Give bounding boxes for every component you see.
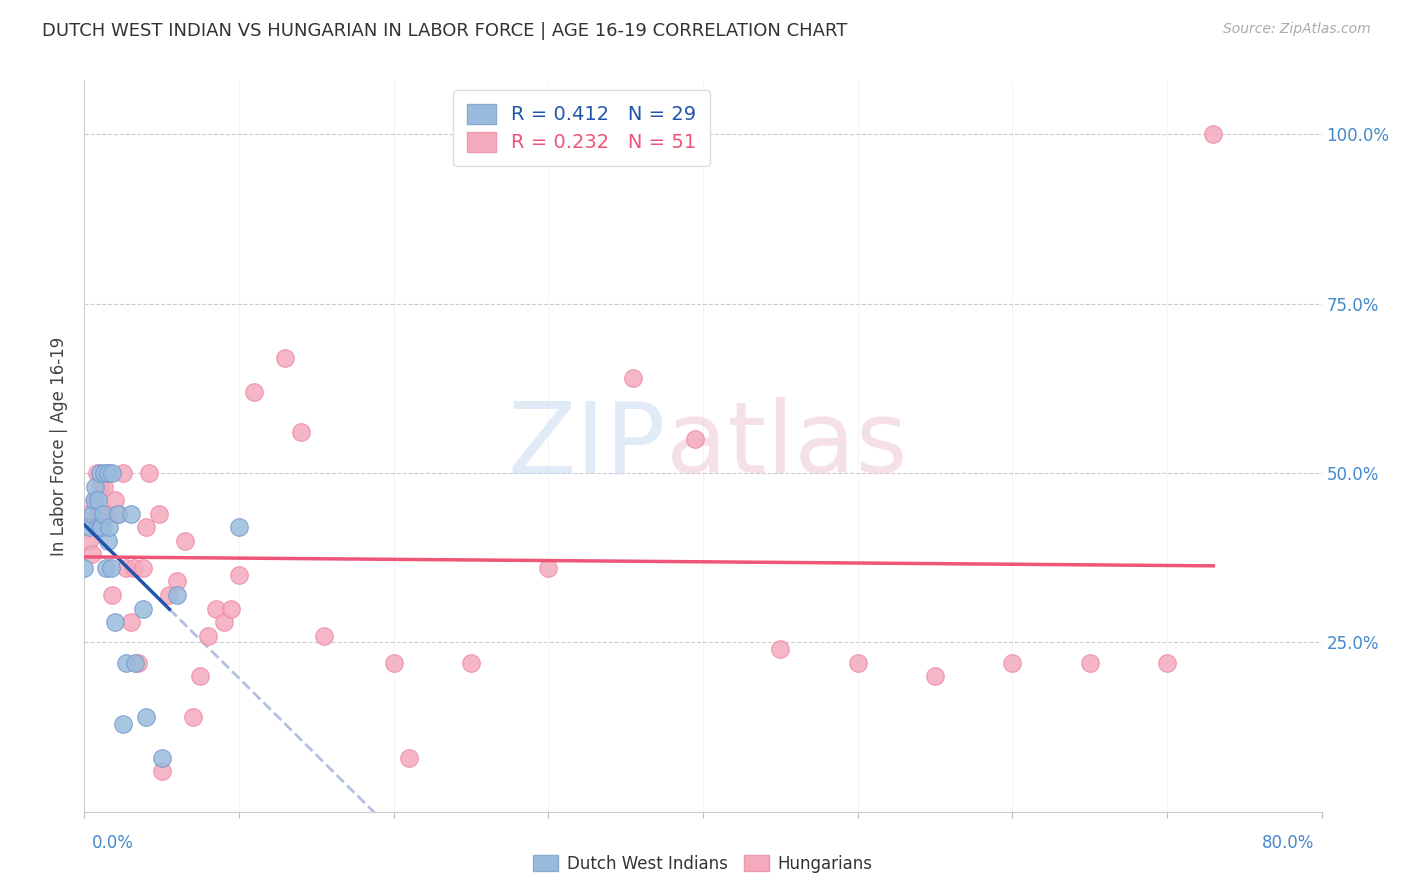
Point [174,533,197,548]
Point [89,480,111,494]
Point [460,656,482,670]
Point [98,520,121,534]
Point [100,561,122,575]
Point [188,669,212,683]
Point [91,507,114,521]
Point [623,371,645,385]
Point [91,520,114,534]
Y-axis label: In Labor Force | Age 16-19: In Labor Force | Age 16-19 [51,336,69,556]
Point [93,466,115,480]
Point [150,764,173,778]
Point [197,629,219,643]
Point [120,507,142,521]
Point [90,520,112,534]
Point [87,493,110,508]
Point [135,710,157,724]
Legend: Dutch West Indians, Hungarians: Dutch West Indians, Hungarians [527,848,879,880]
Point [159,588,181,602]
Point [135,520,157,534]
Point [115,561,138,575]
Point [73,507,96,521]
Point [101,588,124,602]
Text: atlas: atlas [666,398,907,494]
Point [1156,656,1178,670]
Point [120,615,142,629]
Point [1202,128,1225,142]
Point [685,432,707,446]
Point [97,466,120,480]
Point [398,750,420,764]
Point [82,547,104,561]
Point [924,669,946,683]
Point [228,567,250,582]
Point [314,629,336,643]
Point [128,656,150,670]
Text: 0.0%: 0.0% [91,834,134,852]
Point [97,533,120,548]
Point [205,601,228,615]
Point [181,710,204,724]
Point [98,466,121,480]
Point [132,601,155,615]
Point [84,493,107,508]
Point [166,588,188,602]
Point [104,493,127,508]
Point [148,507,170,521]
Point [846,656,869,670]
Point [94,561,117,575]
Point [89,520,111,534]
Point [107,507,129,521]
Legend: R = 0.412   N = 29, R = 0.232   N = 51: R = 0.412 N = 29, R = 0.232 N = 51 [453,90,710,166]
Point [124,656,146,670]
Text: Source: ZipAtlas.com: Source: ZipAtlas.com [1223,22,1371,37]
Text: DUTCH WEST INDIAN VS HUNGARIAN IN LABOR FORCE | AGE 16-19 CORRELATION CHART: DUTCH WEST INDIAN VS HUNGARIAN IN LABOR … [42,22,848,40]
Point [221,601,243,615]
Point [107,507,129,521]
Point [73,561,96,575]
Point [382,656,405,670]
Point [243,384,266,399]
Text: 80.0%: 80.0% [1263,834,1315,852]
Point [82,507,104,521]
Point [138,466,160,480]
Point [93,480,115,494]
Point [86,466,108,480]
Point [537,561,560,575]
Point [1078,656,1101,670]
Point [89,507,111,521]
Point [274,351,297,365]
Point [166,574,188,589]
Point [112,716,135,731]
Point [83,493,105,508]
Point [97,507,120,521]
Point [89,466,111,480]
Point [228,520,250,534]
Point [101,466,124,480]
Point [132,561,155,575]
Point [77,533,100,548]
Point [104,615,127,629]
Point [290,425,312,440]
Point [1001,656,1024,670]
Point [84,480,107,494]
Text: ZIP: ZIP [508,398,666,494]
Point [212,615,235,629]
Point [77,520,100,534]
Point [150,750,173,764]
Point [86,520,108,534]
Point [112,466,135,480]
Point [122,561,145,575]
Point [115,656,138,670]
Point [769,642,792,657]
